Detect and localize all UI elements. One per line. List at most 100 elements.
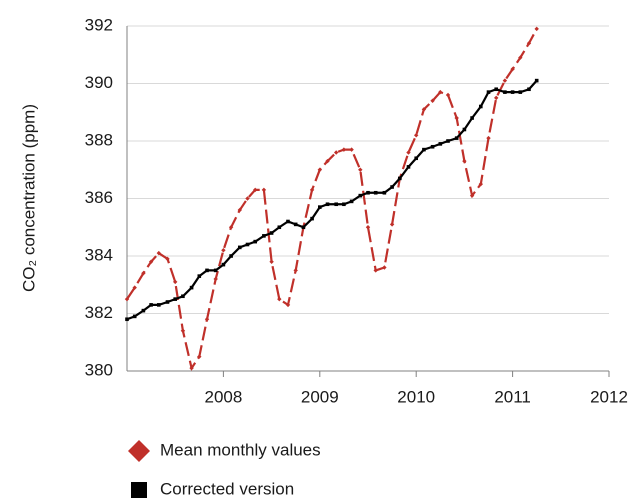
data-point: [149, 303, 153, 307]
data-point: [390, 185, 394, 189]
data-point: [261, 187, 267, 193]
data-point: [156, 250, 162, 256]
data-point: [366, 190, 370, 195]
data-point: [527, 87, 531, 92]
series-line: [126, 28, 538, 371]
data-point: [132, 285, 137, 290]
data-point: [141, 271, 146, 276]
data-point: [213, 276, 218, 282]
x-tick-label: 2011: [494, 387, 531, 406]
data-point: [262, 234, 266, 238]
data-point: [438, 89, 443, 95]
data-point: [373, 190, 378, 195]
data-point: [398, 176, 402, 181]
data-point: [125, 317, 129, 322]
data-point: [478, 181, 483, 187]
data-point: [454, 115, 459, 121]
data-point: [197, 354, 202, 359]
data-point: [229, 254, 233, 258]
data-point: [317, 167, 322, 172]
y-tick-label: 382: [85, 303, 113, 322]
y-tick-label: 390: [85, 73, 113, 92]
data-point: [124, 296, 130, 302]
data-point: [237, 245, 242, 250]
data-point: [293, 222, 298, 227]
data-point: [277, 296, 282, 302]
data-point: [486, 135, 491, 141]
data-point: [180, 328, 186, 333]
data-point: [342, 202, 346, 207]
data-point: [446, 139, 450, 143]
data-point: [318, 205, 322, 209]
data-point: [478, 104, 483, 109]
y-tick-label: 392: [85, 15, 113, 34]
data-point: [534, 26, 539, 32]
data-point: [165, 256, 170, 262]
data-point: [245, 196, 250, 201]
data-point: [269, 259, 274, 264]
data-point: [334, 202, 338, 207]
data-point: [438, 142, 443, 146]
data-point: [221, 262, 226, 267]
data-point: [205, 268, 209, 273]
legend-label: Corrected version: [160, 479, 294, 498]
data-point: [181, 294, 185, 299]
data-point: [462, 158, 467, 164]
data-point: [462, 127, 467, 132]
data-point: [141, 308, 146, 313]
data-point: [526, 41, 532, 46]
data-point: [333, 150, 339, 155]
data-point: [277, 225, 282, 230]
data-point: [148, 259, 154, 264]
data-point: [253, 187, 258, 193]
data-point: [469, 193, 475, 198]
data-point: [470, 116, 474, 120]
data-point: [358, 167, 363, 172]
y-tick-label: 380: [85, 360, 113, 379]
data-point: [414, 133, 419, 138]
data-point: [382, 190, 387, 195]
x-tick-label: 2010: [397, 387, 435, 406]
data-point: [430, 144, 435, 149]
data-point: [510, 90, 515, 94]
x-tick-label: 2008: [204, 387, 242, 406]
series-line: [126, 79, 538, 321]
data-point: [510, 66, 515, 72]
data-point: [518, 90, 523, 94]
data-point: [228, 225, 234, 230]
legend-label: Mean monthly values: [160, 440, 321, 459]
data-point: [325, 158, 330, 164]
data-point: [309, 187, 315, 193]
data-point: [373, 268, 378, 273]
x-tick-label: 2009: [301, 387, 339, 406]
data-point: [518, 55, 523, 60]
data-point: [430, 98, 435, 103]
y-tick-label: 388: [85, 130, 113, 149]
data-point: [382, 265, 387, 270]
data-point: [503, 90, 507, 94]
data-point: [349, 199, 354, 204]
data-point: [165, 300, 170, 304]
data-point: [204, 317, 210, 322]
data-point: [486, 90, 491, 94]
data-point: [502, 78, 508, 83]
data-point: [445, 92, 451, 98]
data-point: [286, 219, 290, 224]
data-point: [253, 239, 258, 244]
data-point: [173, 297, 177, 301]
data-point: [341, 147, 347, 152]
data-point: [406, 165, 411, 169]
data-point: [414, 156, 418, 161]
data-point: [421, 107, 427, 112]
data-point: [293, 268, 298, 273]
data-point: [173, 279, 178, 285]
data-point: [197, 274, 202, 278]
data-point: [422, 147, 426, 152]
data-point: [301, 225, 306, 230]
data-point: [213, 268, 218, 273]
data-point: [349, 147, 354, 152]
data-point: [285, 302, 291, 308]
data-point: [454, 136, 459, 140]
data-point: [157, 303, 161, 307]
data-point: [494, 87, 499, 92]
